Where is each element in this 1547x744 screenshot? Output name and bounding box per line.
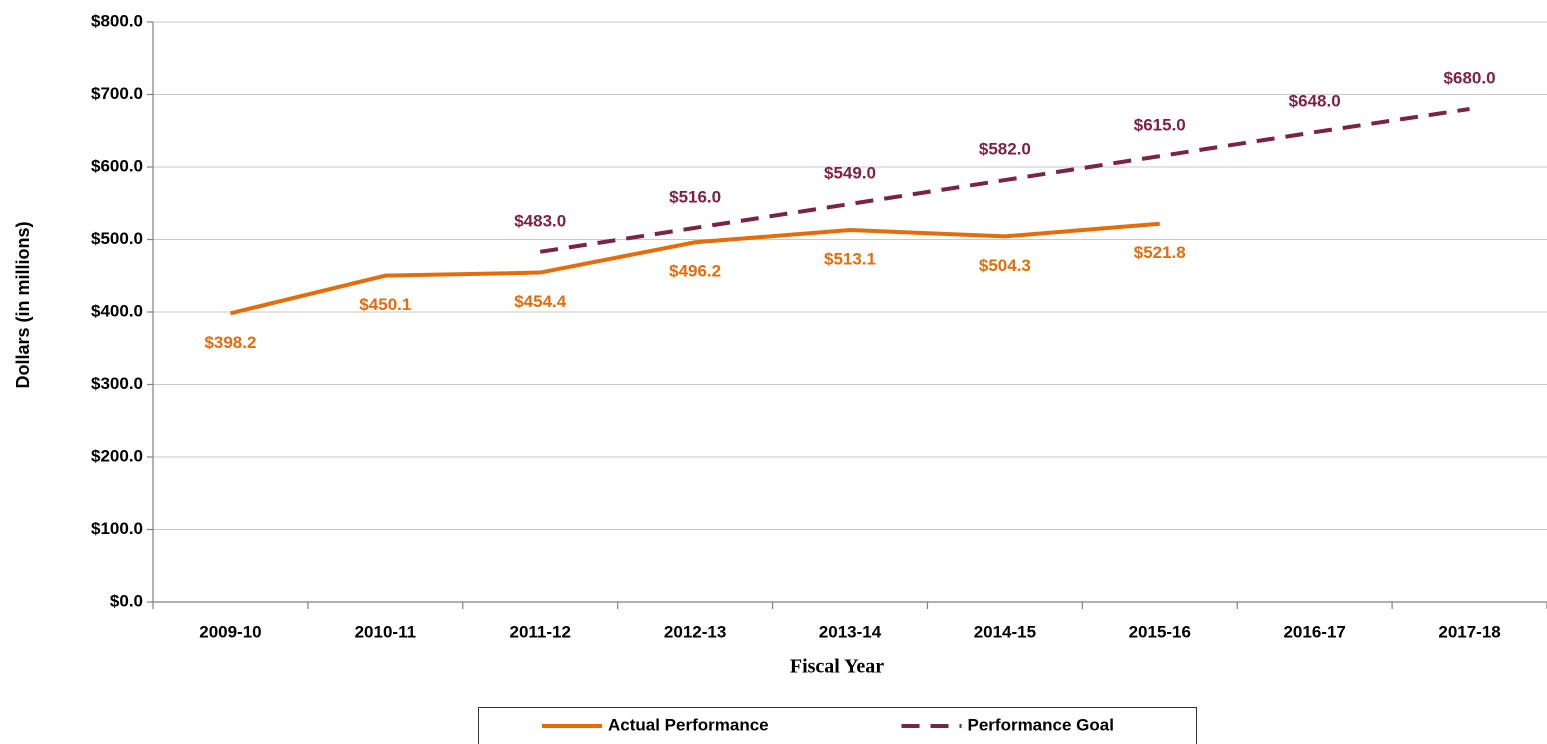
x-tick-label: 2014-15: [974, 622, 1036, 641]
data-label: $398.2: [204, 333, 256, 352]
y-tick-label: $300.0: [91, 374, 143, 393]
data-label: $582.0: [979, 140, 1031, 159]
y-axis-title: Dollars (in millions): [13, 221, 33, 388]
y-tick-label: $600.0: [91, 156, 143, 175]
x-tick-label: 2017-18: [1438, 622, 1500, 641]
data-label: $521.8: [1134, 243, 1186, 262]
y-tick-label: $100.0: [91, 519, 143, 538]
data-label: $450.1: [359, 295, 411, 314]
y-tick-label: $500.0: [91, 229, 143, 248]
data-label: $615.0: [1134, 116, 1186, 135]
data-label: $454.4: [514, 292, 567, 311]
data-label: $513.1: [824, 249, 876, 268]
x-tick-label: 2012-13: [664, 622, 726, 641]
data-label: $504.3: [979, 256, 1031, 275]
series-line: [229, 221, 1160, 316]
x-tick-label: 2016-17: [1283, 622, 1345, 641]
data-label: $483.0: [514, 211, 566, 230]
legend-label: Performance Goal: [968, 715, 1114, 734]
x-tick-label: 2009-10: [199, 622, 261, 641]
data-label: $549.0: [824, 163, 876, 182]
y-tick-label: $400.0: [91, 301, 143, 320]
y-tick-label: $0.0: [110, 591, 143, 610]
data-label: $680.0: [1444, 68, 1496, 87]
y-tick-label: $800.0: [91, 11, 143, 30]
y-tick-label: $200.0: [91, 446, 143, 465]
legend-label: Actual Performance: [608, 715, 769, 734]
x-tick-label: 2011-12: [509, 622, 570, 641]
data-label: $516.0: [669, 187, 721, 206]
x-tick-label: 2015-16: [1129, 622, 1191, 641]
y-tick-label: $700.0: [91, 84, 143, 103]
data-label: $496.2: [669, 262, 721, 281]
series-line: [539, 107, 1470, 254]
data-label: $648.0: [1289, 92, 1341, 111]
x-axis-title: Fiscal Year: [790, 656, 884, 678]
x-tick-label: 2013-14: [819, 622, 882, 641]
x-tick-label: 2010-11: [355, 622, 416, 641]
